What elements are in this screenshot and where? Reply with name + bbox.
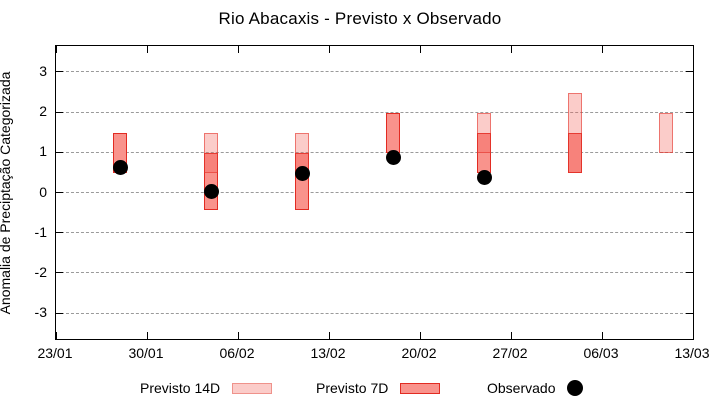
- gridline: [56, 71, 693, 73]
- legend-label-previsto-14d: Previsto 14D: [140, 380, 221, 396]
- y-axis-tick: [56, 151, 63, 153]
- x-tick-label: 23/01: [37, 345, 73, 361]
- gridline: [56, 272, 693, 274]
- x-axis-tick: [328, 332, 330, 339]
- gridline: [56, 192, 693, 193]
- x-axis-tick-mirror: [328, 46, 330, 53]
- x-tick-label: 06/03: [583, 345, 619, 361]
- x-axis-tick: [419, 332, 421, 339]
- y-axis-tick: [56, 192, 63, 193]
- y-axis-tick-mirror: [686, 312, 693, 314]
- x-tick-label: 30/01: [128, 345, 164, 361]
- observado-dot: [112, 159, 128, 175]
- gridline: [56, 232, 693, 234]
- legend-label-observado: Observado: [487, 380, 556, 396]
- chart-title: Rio Abacaxis - Previsto x Observado: [218, 9, 502, 28]
- x-axis-tick: [601, 332, 603, 339]
- y-axis-tick: [56, 232, 63, 234]
- x-tick-label: 20/02: [401, 345, 437, 361]
- legend-item-previsto-7d: Previsto 7D: [316, 376, 441, 400]
- legend-item-previsto-14d: Previsto 14D: [140, 376, 273, 400]
- x-axis-tick-mirror: [146, 46, 148, 53]
- observado-dot: [385, 149, 401, 165]
- previsto-14d-bar: [659, 113, 673, 154]
- y-tick-label: -3: [34, 304, 47, 321]
- y-tick-label: 3: [39, 62, 47, 79]
- observado-dot: [294, 165, 310, 181]
- previsto-14d-bar: [568, 92, 582, 174]
- gridline: [56, 151, 693, 153]
- previsto-7d-swatch-icon: [400, 382, 441, 394]
- x-axis-tick-mirror: [237, 46, 239, 53]
- y-axis-tick-mirror: [686, 192, 693, 193]
- y-axis-tick: [56, 71, 63, 73]
- y-axis-tick: [56, 272, 63, 274]
- y-tick-label: 1: [39, 143, 47, 160]
- y-axis-tick-mirror: [686, 151, 693, 153]
- y-tick-label: -2: [34, 263, 47, 280]
- previsto-7d-bar: [386, 113, 400, 154]
- previsto-14d-bar: [204, 133, 218, 174]
- y-axis-tick: [56, 312, 63, 314]
- observado-dot-icon: [567, 380, 584, 396]
- x-tick-label: 13/02: [310, 345, 346, 361]
- x-axis-tick-mirror: [419, 46, 421, 53]
- x-axis-tick: [146, 332, 148, 339]
- x-axis-tick: [692, 332, 694, 339]
- x-axis-tick-mirror: [692, 46, 694, 53]
- observado-dot: [476, 169, 492, 185]
- x-tick-label: 06/02: [219, 345, 255, 361]
- gridline: [56, 111, 693, 113]
- y-axis-tick-mirror: [686, 71, 693, 73]
- y-tick-label: 0: [39, 183, 47, 200]
- y-axis-tick-mirror: [686, 272, 693, 274]
- x-axis-tick: [55, 332, 57, 339]
- y-tick-label: -1: [34, 223, 47, 240]
- previsto-14d-bar: [477, 113, 491, 154]
- plot-area: [55, 45, 694, 340]
- observado-dot: [203, 184, 219, 199]
- y-axis-tick-mirror: [686, 111, 693, 113]
- x-axis-tick-mirror: [601, 46, 603, 53]
- y-axis-tick: [56, 111, 63, 113]
- legend: Previsto 14D Previsto 7D Observado: [0, 376, 720, 400]
- legend-label-previsto-7d: Previsto 7D: [316, 380, 389, 396]
- x-tick-label: 13/03: [674, 345, 710, 361]
- y-tick-label: 2: [39, 103, 47, 119]
- x-axis-tick: [510, 332, 512, 339]
- x-tick-label: 27/02: [492, 345, 528, 361]
- gridline: [56, 312, 693, 314]
- x-axis-tick: [237, 332, 239, 339]
- previsto-14d-swatch-icon: [232, 382, 273, 394]
- y-axis-tick-mirror: [686, 232, 693, 234]
- legend-item-observado: Observado: [487, 376, 584, 400]
- x-axis-tick-mirror: [55, 46, 57, 53]
- x-axis-tick-mirror: [510, 46, 512, 53]
